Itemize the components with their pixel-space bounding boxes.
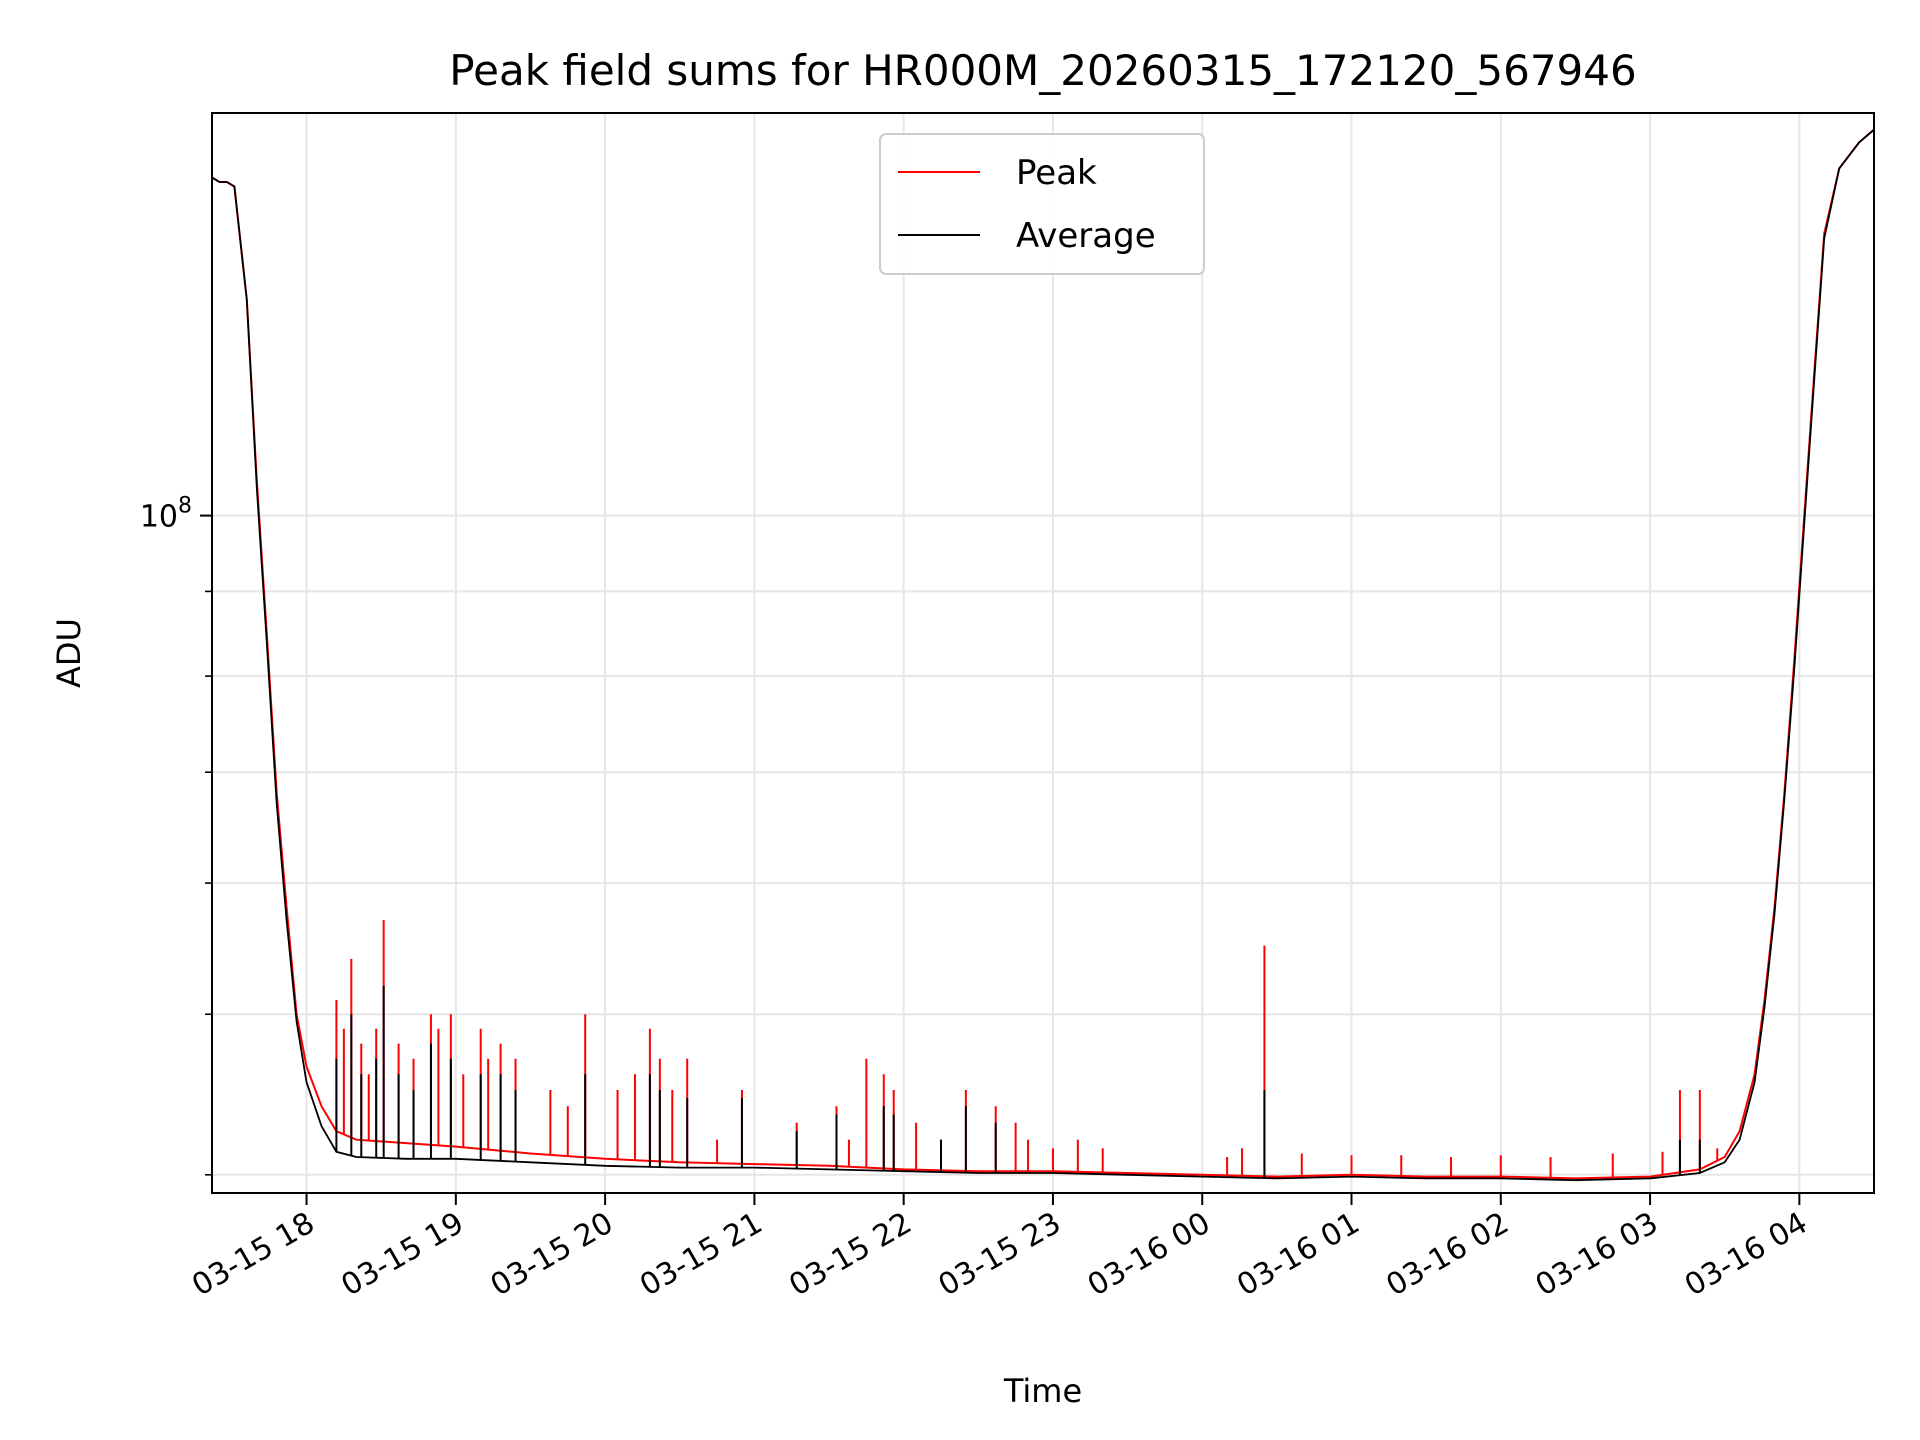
y-tick-label-exponent: 8 <box>178 494 192 519</box>
legend-box <box>879 133 1205 275</box>
chart-title: Peak field sums for HR000M_20260315_1721… <box>449 46 1636 95</box>
x-axis-title: Time <box>1003 1372 1082 1410</box>
legend-label-average: Average <box>1016 216 1156 256</box>
y-tick-label: 108 <box>140 494 192 535</box>
y-axis-title: ADU <box>50 618 88 688</box>
legend-label-peak: Peak <box>1016 153 1097 193</box>
series-average-line <box>211 128 1875 1182</box>
series-average <box>211 128 1875 1182</box>
series-layer <box>211 128 1875 1182</box>
plot-frame <box>211 112 1875 1194</box>
y-axis: 108 <box>140 494 212 1176</box>
grid <box>212 113 1874 1193</box>
y-tick-label-base: 10 <box>140 500 178 535</box>
legend: Peak Average <box>879 133 1205 275</box>
